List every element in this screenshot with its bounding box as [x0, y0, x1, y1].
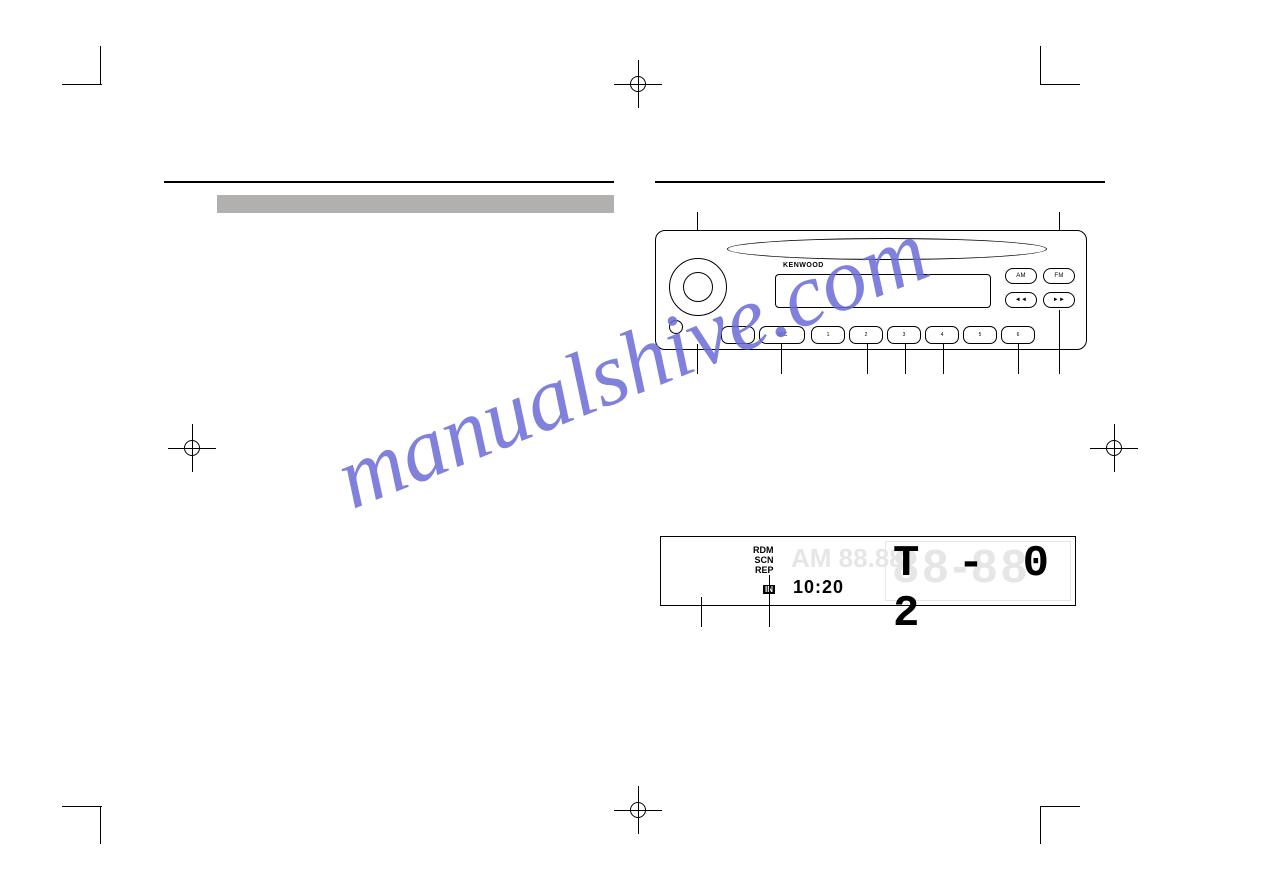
src-button: SRC — [759, 326, 805, 344]
register-mark — [614, 786, 662, 834]
section-header-bar — [217, 195, 614, 213]
eject-button — [721, 326, 755, 344]
page-rule-right — [655, 181, 1105, 183]
mode-rdm: RDM — [753, 545, 774, 555]
stereo-display — [775, 274, 991, 308]
preset-button-2: 2 — [849, 326, 883, 344]
callout-line — [697, 344, 698, 374]
cropmark — [62, 84, 102, 85]
lcd-time: 10:20 — [793, 577, 844, 598]
mode-rep: REP — [753, 565, 774, 575]
preset-button-5: 5 — [963, 326, 997, 344]
att-button — [669, 320, 683, 334]
next-track-button: ►► — [1043, 292, 1075, 308]
stereo-diagram: KENWOOD SRC 1 2 3 4 5 6 AM FM ◄◄ ►► — [655, 230, 1087, 400]
cropmark — [1040, 806, 1041, 844]
mode-scn: SCN — [753, 555, 774, 565]
lcd-panel: AM 88.88 88-88 RDM SCN REP IN 10:20 T - … — [660, 536, 1076, 606]
callout-line — [769, 575, 770, 627]
preset-button-4: 4 — [925, 326, 959, 344]
cropmark — [62, 806, 102, 807]
register-mark — [168, 424, 216, 472]
cropmark — [100, 806, 101, 844]
preset-button-6: 6 — [1001, 326, 1035, 344]
callout-line — [867, 344, 868, 374]
prev-track-button: ◄◄ — [1005, 292, 1037, 308]
preset-button-1: 1 — [811, 326, 845, 344]
callout-line — [905, 344, 906, 374]
register-mark — [614, 60, 662, 108]
cd-slot — [727, 238, 1047, 260]
preset-button-3: 3 — [887, 326, 921, 344]
cropmark — [1040, 46, 1041, 84]
page-rule-left — [164, 181, 614, 183]
lcd-ghost-left: AM 88.88 — [791, 543, 904, 574]
am-button: AM — [1005, 268, 1037, 284]
callout-line — [701, 597, 702, 627]
callout-line — [943, 344, 944, 374]
callout-line — [1059, 310, 1060, 374]
cropmark — [100, 46, 101, 84]
cropmark — [1040, 806, 1080, 807]
callout-line — [781, 344, 782, 374]
register-mark — [1090, 424, 1138, 472]
volume-knob-inner — [683, 272, 713, 302]
fm-button: FM — [1043, 268, 1075, 284]
lcd-track: T - 0 2 — [893, 539, 1075, 639]
brand-label: KENWOOD — [783, 262, 824, 269]
cropmark — [1040, 84, 1080, 85]
lcd-mode-labels: RDM SCN REP — [753, 545, 774, 575]
callout-line — [1018, 344, 1019, 374]
